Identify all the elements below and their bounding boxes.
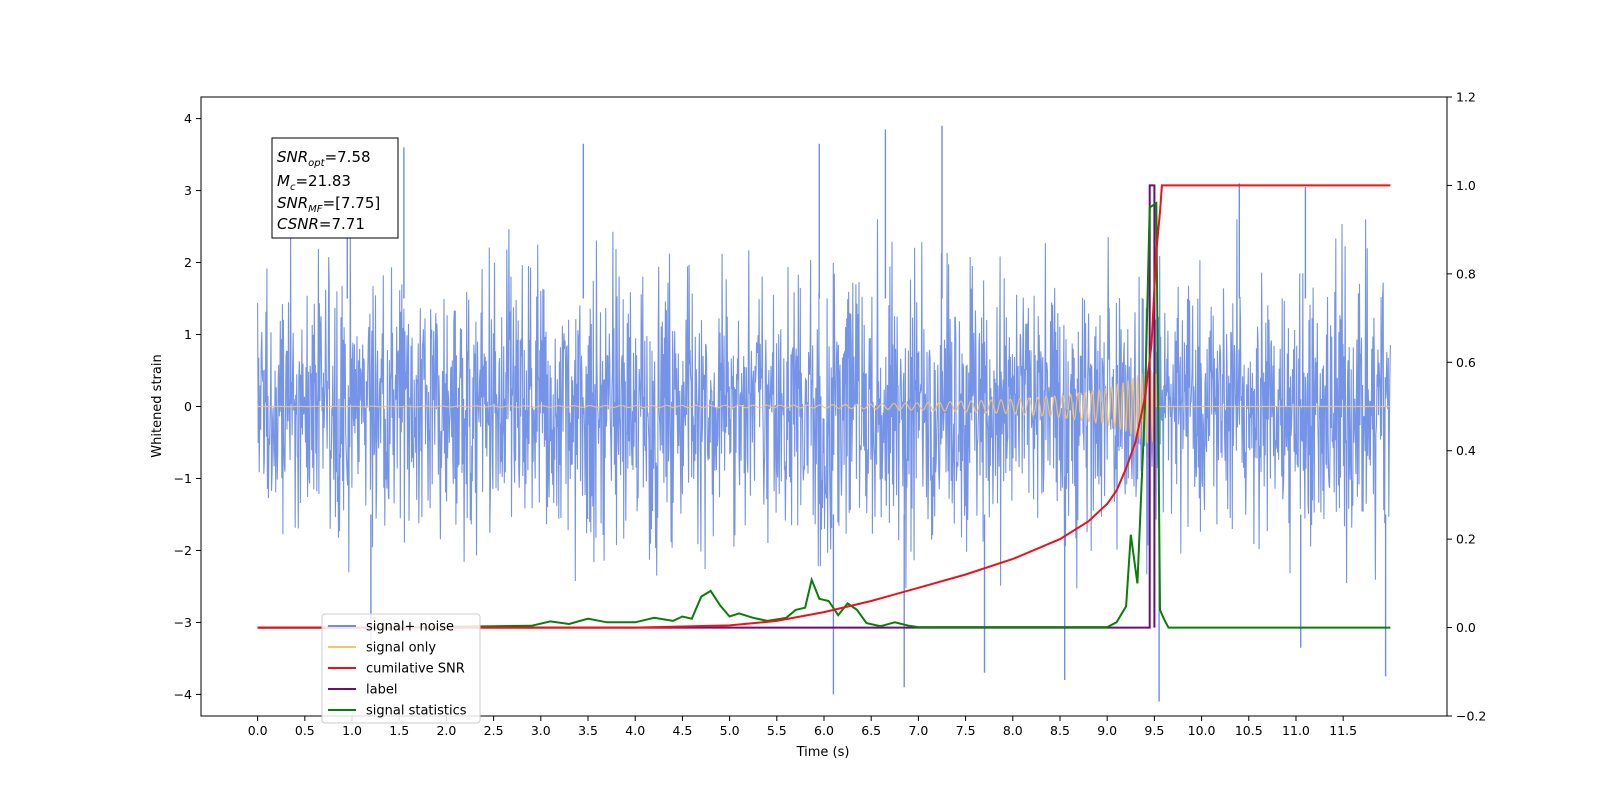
y2-tick-label: 1.2 [1456,90,1476,105]
x-tick-label: 7.0 [908,723,928,738]
y-tick-label: 3 [184,183,192,198]
y-axis-label: Whitened strain [150,354,165,457]
y-tick-label: −1 [174,471,192,486]
x-tick-label: 6.0 [814,723,834,738]
annotation-line-snr-mf: SNRMF=[7.75] [277,194,380,215]
legend-label: signal statistics [366,704,467,719]
x-tick-label: 2.5 [484,723,504,738]
x-tick-label: 11.0 [1282,723,1310,738]
y2-tick-label: 0.4 [1456,443,1476,458]
x-tick-label: 8.0 [1003,723,1023,738]
y2-tick-label: 0.0 [1456,620,1476,635]
axes: 0.0 0.5 1.0 1.5 2.0 2.5 3.0 3.5 4.0 4.5 5.0 5.5 6.0 6… [174,90,1487,739]
y-tick-label: −4 [174,687,192,702]
y2-tick-label: −0.2 [1456,709,1486,724]
y-tick-label: 0 [184,399,192,414]
x-tick-label: 0.5 [295,723,315,738]
annotation-box: SNRopt=7.58 Mc=21.83 SNRMF=[7.75] CSNR=7… [271,137,399,239]
x-axis-label: Time (s) [796,745,850,760]
x-tick-label: 1.5 [389,723,409,738]
series-cumulative-snr [257,184,1391,629]
x-tick-label: 2.0 [436,723,456,738]
x-tick-label: 0.0 [248,723,268,738]
x-tick-label: 1.0 [342,723,362,738]
x-tick-label: 8.5 [1050,723,1070,738]
x-tick-label: 3.0 [531,723,551,738]
x-tick-label: 5.0 [720,723,740,738]
series-signal-only [257,369,1391,446]
series-signal-noise [257,219,1391,589]
series-label [257,184,1156,629]
x-tick-label: 4.5 [672,723,692,738]
y2-tick-label: 0.2 [1456,532,1476,547]
y-tick-label: −2 [174,543,192,558]
x-tick-label: 5.5 [767,723,787,738]
legend-label: label [366,683,397,698]
annotation-line-csnr: CSNR=7.71 [277,215,365,233]
annotation-line-snr-opt: SNRopt=7.58 [277,148,371,169]
annotation-frame [271,137,399,239]
plot-area [257,125,1391,702]
legend: signal+ noise signal only cumilative SNR la… [321,613,481,724]
legend-label: signal only [366,641,436,656]
series-signal-statistics [257,201,1391,629]
x-tick-label: 3.5 [578,723,598,738]
x-tick-label: 9.5 [1144,723,1164,738]
y-tick-label: −3 [174,615,192,630]
y2-tick-label: 0.6 [1456,355,1476,370]
legend-frame [321,613,481,724]
annotation-line-mc: Mc=21.83 [277,172,351,193]
y-tick-label: 1 [184,327,192,342]
x-tick-label: 7.5 [956,723,976,738]
y-tick-label: 2 [184,255,192,270]
legend-label: signal+ noise [366,620,454,635]
x-tick-label: 10.5 [1235,723,1263,738]
x-tick-label: 4.0 [625,723,645,738]
y2-tick-label: 1.0 [1456,178,1476,193]
y2-tick-label: 0.8 [1456,266,1476,281]
y-tick-label: 4 [184,111,192,126]
x-tick-label: 6.5 [861,723,881,738]
x-tick-label: 11.5 [1329,723,1357,738]
legend-label: cumilative SNR [366,662,465,677]
x-tick-label: 10.0 [1188,723,1216,738]
x-tick-label: 9.0 [1097,723,1117,738]
